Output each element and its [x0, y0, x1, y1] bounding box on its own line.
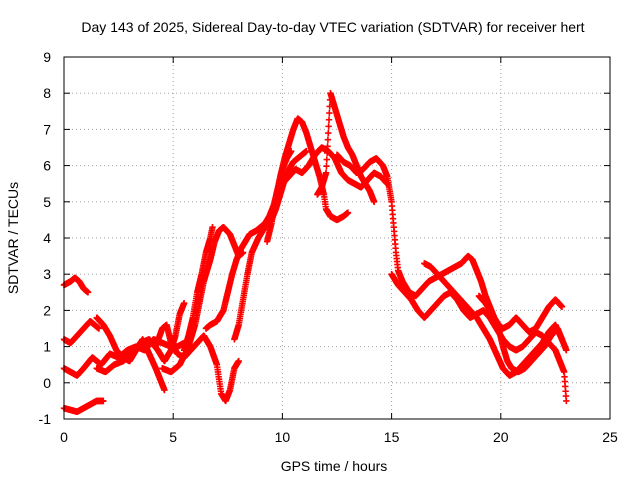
data-point [325, 123, 332, 130]
data-point [161, 386, 168, 394]
data-point [326, 109, 333, 117]
series-sat-l [263, 115, 352, 245]
y-tick-label: 9 [43, 49, 51, 65]
x-tick-label: 15 [384, 429, 400, 445]
data-point [95, 325, 103, 332]
data-point [325, 116, 333, 123]
data-point [324, 136, 332, 143]
data-point [100, 397, 107, 405]
series-sat-f [93, 314, 168, 394]
data-point [344, 209, 352, 216]
data-point [303, 147, 310, 155]
series-sat-m [279, 144, 391, 191]
data-point [209, 223, 216, 231]
series-sat-b [60, 274, 92, 296]
x-axis-title: GPS time / hours [281, 458, 388, 474]
data-point [323, 163, 330, 170]
y-tick-label: 2 [43, 302, 51, 318]
data-point [563, 397, 570, 405]
series-sat-a [60, 397, 107, 415]
x-tick-label: 5 [169, 429, 177, 445]
axis-ticks: 0 5 10 15 20 25 -1 0 1 2 3 4 5 6 7 8 9 [39, 49, 618, 445]
y-tick-label: 4 [43, 230, 51, 246]
y-tick-label: -1 [39, 411, 52, 427]
y-tick-label: 1 [43, 339, 51, 355]
series-sat-i [180, 223, 216, 354]
data-point [323, 156, 331, 163]
chart-title: Day 143 of 2025, Sidereal Day-to-day VTE… [81, 19, 584, 35]
data-points [60, 90, 570, 415]
y-tick-label: 8 [43, 85, 51, 101]
y-axis-title: SDTVAR / TECUs [5, 182, 21, 294]
data-point [325, 129, 332, 137]
y-tick-label: 6 [43, 158, 51, 174]
x-tick-label: 10 [275, 429, 291, 445]
grid-lines [64, 57, 610, 419]
data-point [235, 357, 242, 365]
x-tick-label: 20 [493, 429, 509, 445]
data-point [180, 299, 188, 307]
series-sat-d [60, 318, 103, 347]
x-tick-label: 0 [60, 429, 68, 445]
y-tick-label: 3 [43, 266, 51, 282]
y-tick-label: 7 [43, 121, 51, 137]
x-tick-label: 25 [602, 429, 618, 445]
y-tick-label: 5 [43, 194, 51, 210]
y-tick-label: 0 [43, 375, 51, 391]
data-point [84, 289, 92, 296]
